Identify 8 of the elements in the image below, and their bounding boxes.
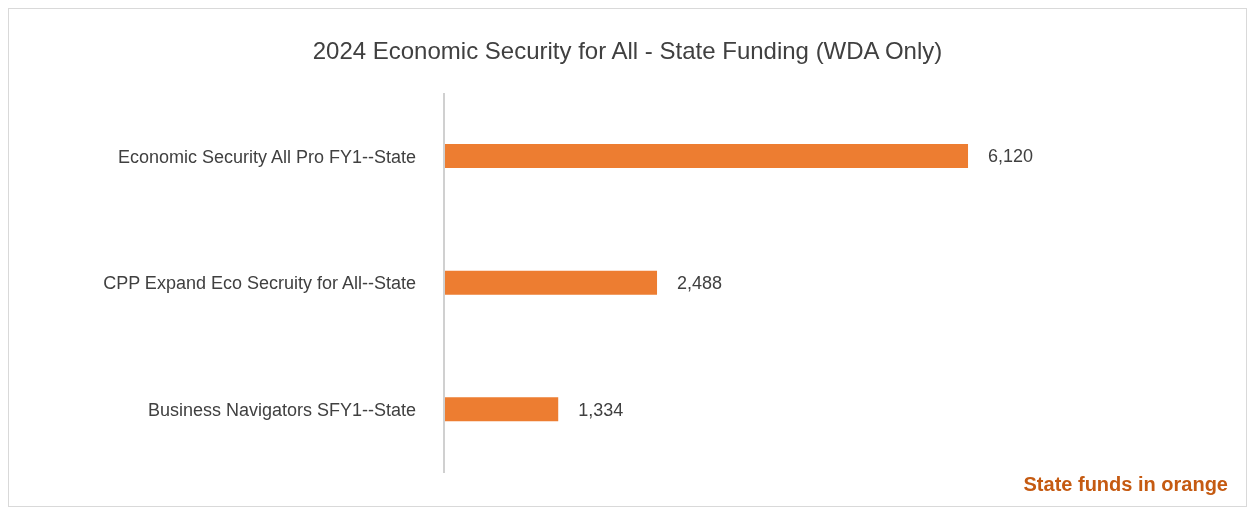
chart-title: 2024 Economic Security for All - State Funding (WDA Only) bbox=[311, 37, 944, 65]
data-label: 6,120 bbox=[988, 146, 1034, 167]
data-label: 2,488 bbox=[677, 273, 723, 294]
y-tick-label: Economic Security All Pro FY1--State bbox=[117, 146, 416, 167]
y-tick-label: Business Navigators SFY1--State bbox=[147, 400, 416, 421]
text: State funds in orange bbox=[1023, 473, 1228, 496]
data-label: 1,334 bbox=[578, 399, 624, 420]
y-tick-label: CPP Expand Eco Secruity for All--State bbox=[103, 273, 416, 294]
